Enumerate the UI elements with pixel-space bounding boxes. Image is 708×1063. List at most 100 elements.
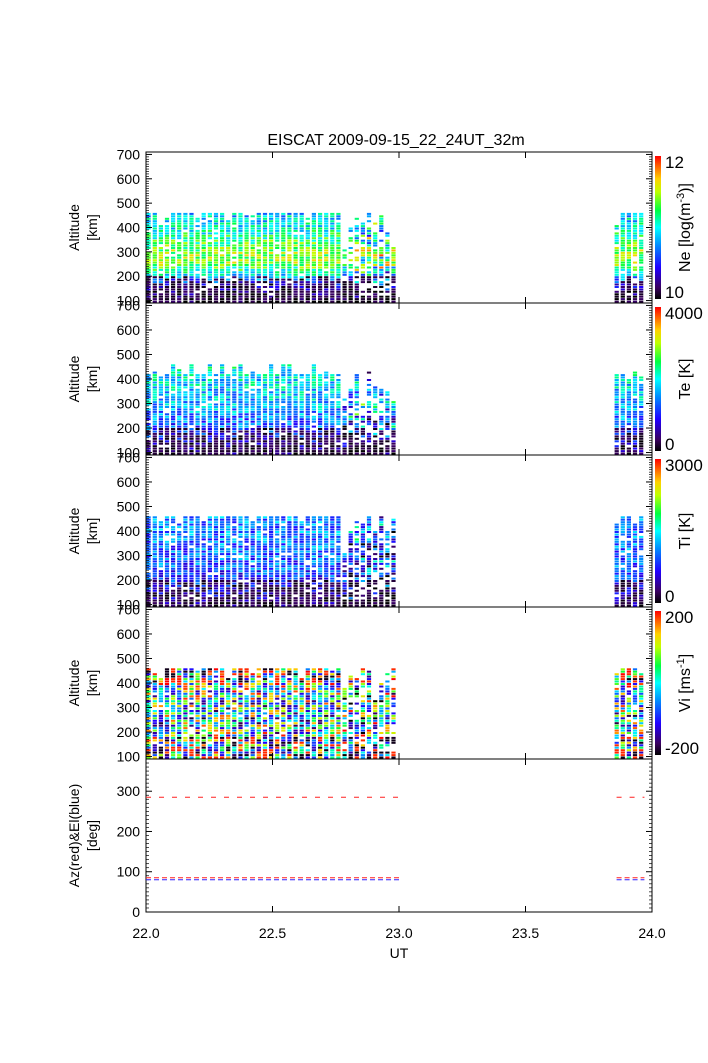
data-cell	[366, 558, 372, 560]
data-cell	[311, 247, 316, 249]
data-cell	[391, 602, 396, 605]
data-cell	[360, 234, 365, 237]
data-cell	[373, 545, 378, 548]
data-cell	[632, 604, 638, 607]
data-cell	[158, 543, 163, 546]
data-cell	[299, 396, 304, 399]
data-cell	[336, 229, 341, 232]
data-cell	[311, 273, 316, 276]
data-cell	[336, 215, 341, 218]
data-cell	[342, 560, 347, 563]
data-cell	[220, 452, 225, 455]
data-cell	[213, 391, 219, 394]
data-cell	[379, 560, 384, 563]
data-cell	[385, 261, 390, 264]
data-cell	[189, 582, 194, 585]
data-cell	[146, 722, 151, 725]
data-cell	[330, 599, 335, 602]
data-cell	[281, 283, 286, 286]
data-cell	[360, 254, 365, 257]
data-cell	[183, 278, 188, 281]
data-cell	[305, 447, 310, 450]
data-cell	[275, 437, 280, 440]
data-cell	[250, 599, 255, 602]
data-cell	[293, 251, 298, 254]
data-cell	[238, 604, 243, 607]
data-cell	[213, 440, 219, 443]
data-cell	[232, 222, 237, 225]
data-cell	[348, 283, 353, 286]
data-cell	[293, 225, 298, 228]
data-cell	[311, 580, 316, 582]
data-cell	[342, 398, 347, 401]
data-cell	[639, 227, 644, 230]
data-cell	[244, 594, 249, 597]
data-cell	[281, 264, 286, 266]
data-cell	[614, 555, 619, 558]
data-cell	[262, 278, 268, 281]
data-cell	[262, 234, 268, 237]
data-cell	[639, 376, 644, 379]
data-cell	[250, 264, 255, 266]
data-cell	[287, 420, 292, 423]
data-cell	[348, 599, 353, 602]
data-cell	[385, 234, 390, 237]
data-cell	[220, 396, 225, 399]
data-cell	[330, 450, 335, 453]
data-cell	[379, 256, 384, 259]
data-cell	[287, 584, 292, 587]
data-cell	[183, 376, 188, 379]
data-cell	[366, 278, 372, 281]
data-cell	[311, 364, 316, 367]
data-cell	[330, 256, 335, 259]
data-cell	[330, 442, 335, 445]
data-cell	[164, 383, 170, 386]
data-cell	[287, 406, 292, 408]
data-cell	[158, 739, 163, 742]
data-cell	[318, 562, 323, 565]
data-cell	[152, 751, 157, 754]
data-cell	[269, 567, 274, 570]
data-cell	[158, 452, 163, 455]
data-cell	[639, 580, 644, 582]
data-cell	[177, 256, 182, 259]
data-cell	[299, 293, 304, 296]
data-cell	[250, 565, 255, 568]
data-cell	[620, 229, 625, 232]
data-cell	[281, 558, 286, 560]
data-cell	[311, 295, 316, 298]
data-cell	[324, 234, 329, 237]
data-cell	[318, 220, 323, 223]
data-cell	[189, 565, 194, 568]
data-cell	[164, 560, 170, 563]
data-cell	[385, 398, 390, 401]
data-cell	[348, 388, 353, 391]
data-cell	[385, 572, 390, 575]
data-cell	[632, 237, 638, 240]
data-cell	[238, 251, 243, 254]
data-cell	[262, 535, 268, 538]
data-cell	[201, 227, 206, 230]
data-cell	[146, 374, 151, 377]
data-cell	[195, 602, 200, 605]
data-cell	[171, 415, 176, 418]
data-cell	[256, 413, 261, 416]
data-cell	[158, 692, 163, 695]
data-cell	[287, 413, 292, 416]
data-cell	[201, 383, 206, 386]
data-cell	[632, 383, 638, 386]
data-cell	[146, 215, 151, 218]
data-cell	[238, 577, 243, 580]
data-cell	[385, 415, 390, 418]
data-cell	[287, 212, 292, 215]
data-cell	[299, 247, 304, 249]
data-cell	[158, 741, 163, 744]
data-cell	[281, 396, 286, 399]
data-cell	[183, 379, 188, 381]
data-cell	[189, 580, 194, 582]
data-cell	[256, 521, 261, 524]
data-cell	[256, 526, 261, 529]
data-cell	[177, 217, 182, 220]
data-cell	[226, 565, 231, 568]
